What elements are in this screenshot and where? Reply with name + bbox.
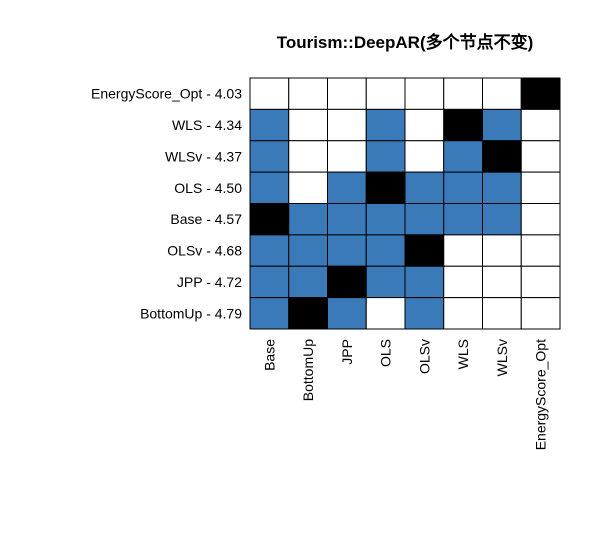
column-label: JPP (339, 339, 355, 365)
heatmap-cell-r3-c5 (443, 171, 483, 204)
heatmap-cell-r4-c2 (327, 203, 367, 236)
heatmap-cell-r7-c4 (404, 297, 445, 330)
heatmap-cell-r3-c2 (327, 171, 367, 204)
heatmap-cell-r0-c2 (327, 77, 367, 110)
heatmap-cell-r0-c4 (404, 77, 445, 110)
heatmap-cell-r5-c5 (443, 234, 483, 267)
column-label: WLS (455, 339, 471, 369)
heatmap-cell-r2-c1 (288, 140, 328, 173)
heatmap-cell-r3-c0 (249, 171, 290, 204)
column-label: Base (261, 339, 277, 371)
heatmap-cell-r4-c0 (249, 203, 290, 236)
row-label: BottomUp - 4.79 (140, 305, 242, 321)
column-labels: Base BottomUp JPP OLS OLSv WLS WLSv EnergyScore… (261, 339, 548, 451)
heatmap-cell-r4-c1 (288, 203, 328, 236)
heatmap-cell-r0-c5 (443, 77, 483, 110)
row-label: WLSv - 4.37 (165, 148, 242, 164)
heatmap-cell-r3-c3 (365, 171, 406, 204)
heatmap-cell-r3-c7 (520, 171, 561, 204)
heatmap-cell-r5-c0 (249, 234, 290, 267)
heatmap-cell-r5-c1 (288, 234, 328, 267)
heatmap-cell-r6-c3 (365, 265, 406, 299)
heatmap-cell-r5-c7 (520, 234, 561, 267)
heatmap-cell-r2-c6 (482, 140, 522, 173)
heatmap-cell-r4-c4 (404, 203, 445, 236)
heatmap-cell-r4-c6 (482, 203, 522, 236)
heatmap-cell-r5-c2 (327, 234, 367, 267)
cells-layer (249, 77, 561, 330)
row-labels: EnergyScore_Opt - 4.03 WLS - 4.34 WLSv - 4… (91, 86, 242, 322)
heatmap-cell-r2-c0 (249, 140, 290, 173)
heatmap-cell-r7-c5 (443, 297, 483, 330)
row-label: Base - 4.57 (170, 211, 242, 227)
heatmap-cell-r1-c2 (327, 108, 367, 142)
row-label: JPP - 4.72 (177, 274, 242, 290)
heatmap-cell-r1-c0 (249, 108, 290, 142)
heatmap-cell-r3-c1 (288, 171, 328, 204)
heatmap-cell-r4-c7 (520, 203, 561, 236)
heatmap-cell-r1-c6 (482, 108, 522, 142)
chart-title: Tourism::DeepAR(多个节点不变) (277, 32, 534, 52)
heatmap-cell-r0-c1 (288, 77, 328, 110)
heatmap-cell-r1-c7 (520, 108, 561, 142)
heatmap-cell-r2-c3 (365, 140, 406, 173)
heatmap-cell-r1-c4 (404, 108, 445, 142)
heatmap-cell-r0-c6 (482, 77, 522, 110)
heatmap-cell-r6-c4 (404, 265, 445, 299)
heatmap-cell-r7-c1 (288, 297, 328, 330)
heatmap-cell-r4-c3 (365, 203, 406, 236)
heatmap-cell-r3-c4 (404, 171, 445, 204)
heatmap-cell-r5-c3 (365, 234, 406, 267)
heatmap-cell-r2-c5 (443, 140, 483, 173)
heatmap-cell-r0-c3 (365, 77, 406, 110)
heatmap-cell-r1-c1 (288, 108, 328, 142)
heatmap-cell-r6-c7 (520, 265, 561, 299)
column-label: OLSv (416, 339, 432, 374)
heatmap-cell-r1-c3 (365, 108, 406, 142)
heatmap-cell-r6-c5 (443, 265, 483, 299)
heatmap-cell-r4-c5 (443, 203, 483, 236)
column-label: WLSv (494, 339, 510, 376)
column-label: OLS (378, 339, 394, 367)
heatmap-cell-r5-c6 (482, 234, 522, 267)
heatmap-cell-r1-c5 (443, 108, 483, 142)
column-label: EnergyScore_Opt (533, 339, 549, 450)
column-label: BottomUp (300, 339, 316, 401)
heatmap-cell-r0-c7 (520, 77, 561, 110)
row-label: WLS - 4.34 (172, 117, 242, 133)
heatmap-cell-r7-c6 (482, 297, 522, 330)
heatmap-cell-r6-c0 (249, 265, 290, 299)
heatmap-cell-r2-c7 (520, 140, 561, 173)
row-label: OLS - 4.50 (174, 180, 242, 196)
heatmap-cell-r7-c0 (249, 297, 290, 330)
heatmap-cell-r7-c7 (520, 297, 561, 330)
heatmap-cell-r7-c3 (365, 297, 406, 330)
heatmap-cell-r7-c2 (327, 297, 367, 330)
heatmap-cell-r3-c6 (482, 171, 522, 204)
row-label: EnergyScore_Opt - 4.03 (91, 86, 242, 102)
heatmap-cell-r5-c4 (404, 234, 445, 267)
heatmap-cell-r6-c2 (327, 265, 367, 299)
heatmap-cell-r6-c6 (482, 265, 522, 299)
row-label: OLSv - 4.68 (167, 243, 242, 259)
heatmap-cell-r6-c1 (288, 265, 328, 299)
heatmap-cell-r0-c0 (249, 77, 290, 110)
heatmap-cell-r2-c4 (404, 140, 445, 173)
heatmap-cell-r2-c2 (327, 140, 367, 173)
